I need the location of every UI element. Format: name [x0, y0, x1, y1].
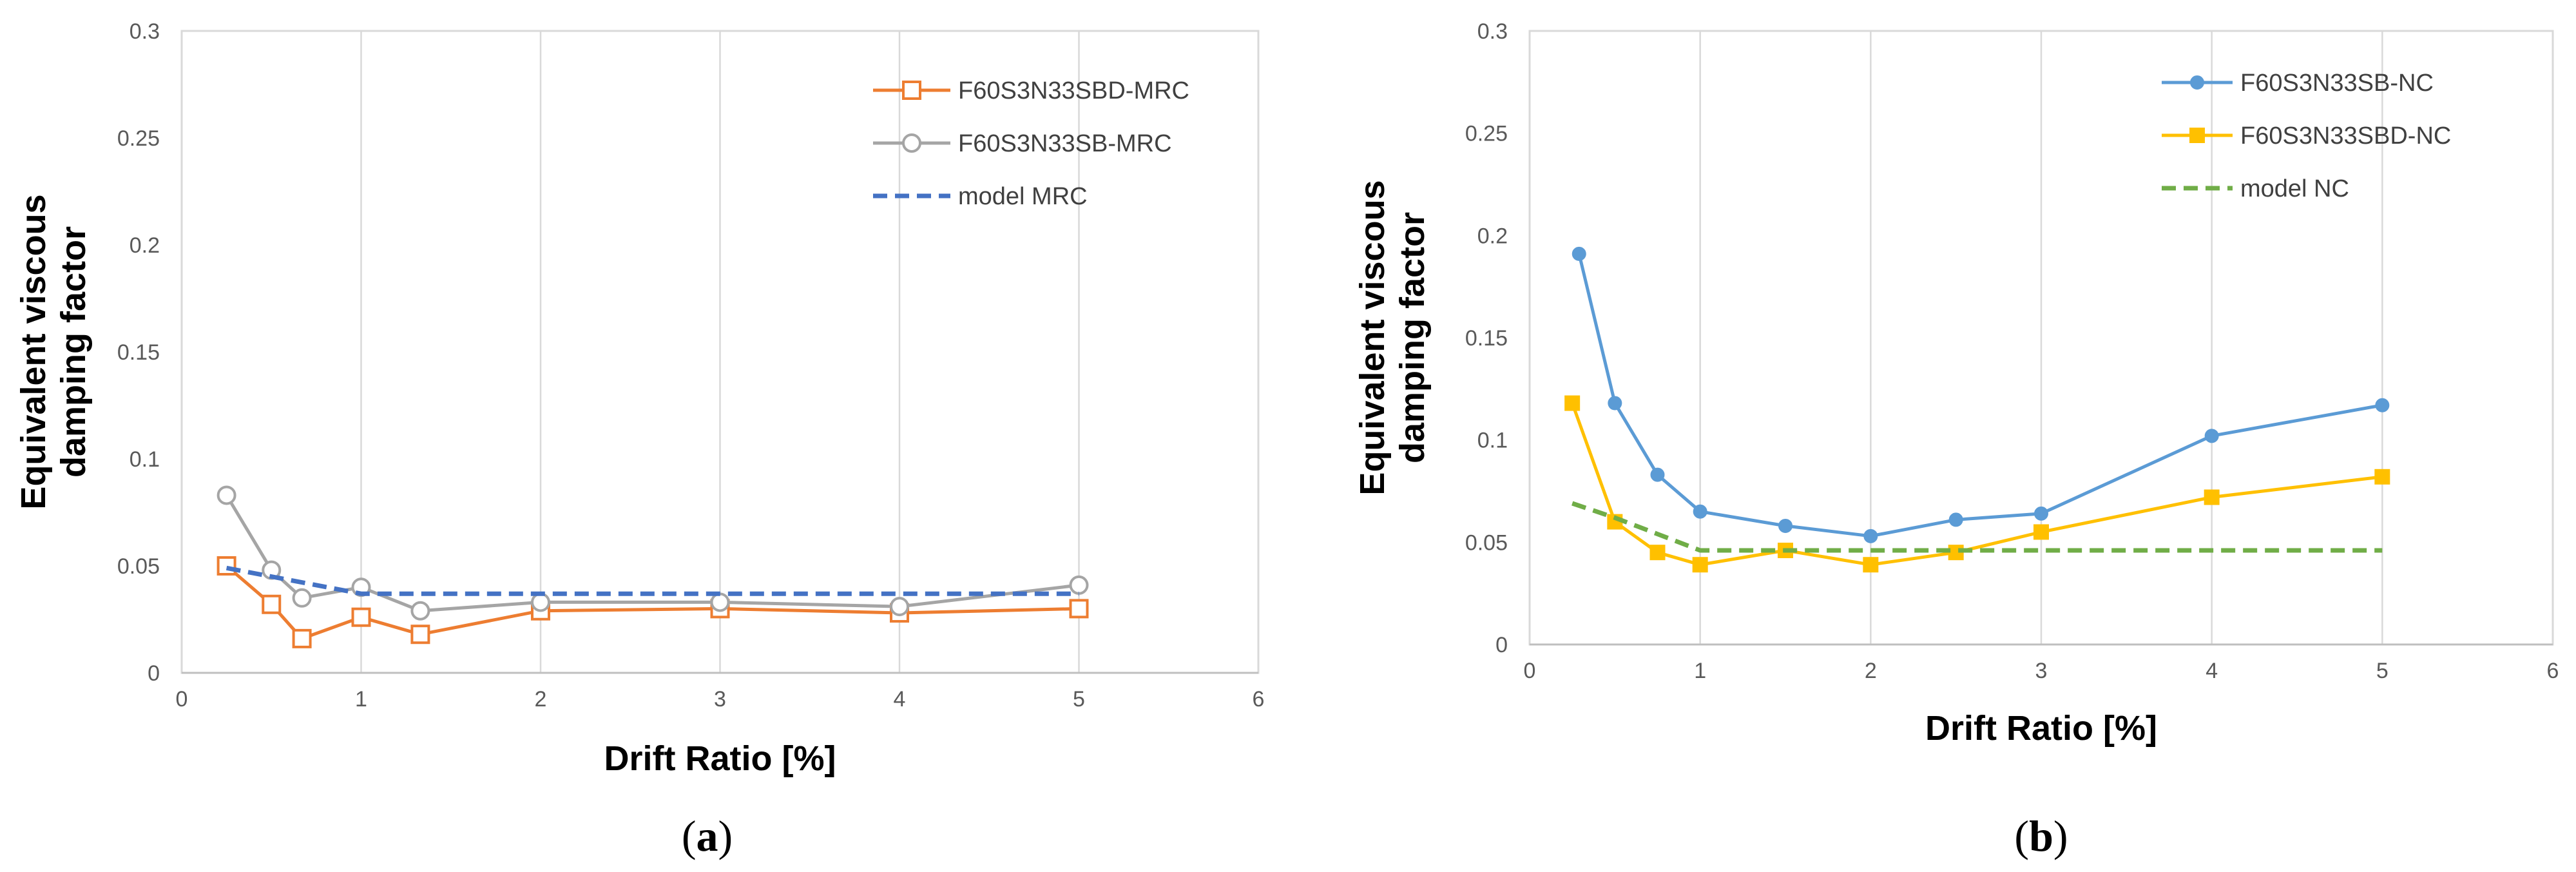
data-point-s0-2: [292, 628, 312, 648]
legend-marker-1: [902, 133, 921, 153]
x-tick-label: 4: [2206, 659, 2218, 683]
legend-label-2: model MRC: [958, 183, 1088, 210]
panel-label-letter: a: [697, 811, 718, 860]
y-tick-label: 0.25: [117, 126, 160, 151]
data-point-s0-8: [1069, 599, 1089, 619]
data-point-s0-5: [1863, 528, 1878, 543]
data-point-s0-4: [1778, 518, 1793, 533]
data-point-s0-8: [2204, 429, 2219, 443]
y-tick-label: 0.15: [1465, 326, 1508, 351]
x-tick-label: 0: [1524, 659, 1536, 683]
data-point-s1-0: [216, 485, 236, 505]
series-line-2: [1572, 501, 2383, 553]
x-tick-label: 3: [714, 687, 726, 712]
y-tick-label: 0.2: [1477, 224, 1508, 248]
y-tick-label: 0.05: [1465, 530, 1508, 555]
data-point-s0-1: [262, 594, 282, 614]
y-tick-label: 0.1: [130, 447, 160, 472]
panel-label-close-paren: ): [718, 811, 733, 860]
y-tick-label: 0.2: [130, 233, 160, 258]
series-line-0: [1577, 253, 2383, 538]
data-point-s1-3: [1692, 557, 1708, 573]
legend-label-2: model NC: [2240, 175, 2349, 202]
data-point-s0-4: [410, 625, 430, 644]
panel-label-open-paren: (: [682, 811, 697, 860]
data-point-s0-0: [1572, 246, 1586, 261]
legend-label-1: F60S3N33SB-MRC: [958, 130, 1172, 157]
x-tick-label: 3: [2035, 659, 2048, 683]
panel-label: (b): [2014, 811, 2068, 860]
data-point-s0-0: [216, 556, 236, 576]
y-axis-title: Equivalent viscousdamping factor: [14, 194, 93, 509]
data-point-s1-2: [1649, 545, 1666, 561]
series-line-1: [1570, 402, 2383, 567]
data-point-s1-0: [1564, 395, 1581, 411]
x-tick-label: 6: [2547, 659, 2559, 683]
data-point-s0-2: [1650, 467, 1665, 482]
y-tick-label: 0.3: [130, 19, 160, 44]
legend-label-0: F60S3N33SB-NC: [2240, 70, 2434, 97]
y-tick-label: 0.25: [1465, 122, 1508, 146]
legend-marker-0: [902, 81, 921, 100]
data-point-s1-7: [2033, 524, 2049, 540]
data-point-s0-3: [351, 607, 371, 627]
y-tick-label: 0: [148, 661, 160, 686]
data-point-s1-6: [710, 592, 730, 612]
panel-label-open-paren: (: [2014, 811, 2029, 860]
chart-panel-b: 0 1 2 3 4 5 6 0 0.05 0.1 0.15 0.2 0.25 0.3 Equivalent …: [1353, 19, 2559, 860]
data-point-s0-7: [2034, 506, 2048, 521]
x-tick-label: 5: [2376, 659, 2389, 683]
data-point-s1-5: [531, 592, 550, 612]
y-tick-label: 0.05: [117, 554, 160, 579]
legend-marker-1: [2189, 128, 2205, 143]
y-axis-title-line1: Equivalent viscous: [14, 194, 53, 509]
panel-label: (a): [682, 811, 733, 860]
x-axis-title: Drift Ratio [%]: [604, 739, 836, 778]
data-point-s1-2: [292, 588, 312, 608]
data-point-s1-8: [2204, 489, 2220, 505]
x-tick-label: 1: [355, 687, 367, 712]
y-axis-title-line2: damping factor: [54, 226, 93, 478]
data-point-s1-5: [1863, 557, 1879, 573]
data-point-s0-3: [1693, 504, 1707, 519]
chart-panel-a: 0 1 2 3 4 5 6 0 0.05 0.1 0.15 0.2 0.25 0.3 Equivalent …: [14, 19, 1264, 860]
x-tick-label: 5: [1073, 687, 1085, 712]
data-point-s0-6: [1948, 512, 1963, 527]
data-point-s1-7: [890, 597, 909, 617]
y-axis-title-line2: damping factor: [1393, 212, 1432, 463]
data-point-s0-1: [1608, 396, 1622, 411]
x-tick-label: 4: [894, 687, 906, 712]
x-axis-title: Drift Ratio [%]: [1925, 709, 2157, 748]
data-point-s1-8: [1069, 575, 1089, 595]
y-tick-label: 0.1: [1477, 429, 1508, 453]
legend-label-1: F60S3N33SBD-NC: [2240, 122, 2451, 150]
legend-label-0: F60S3N33SBD-MRC: [958, 77, 1189, 104]
y-tick-label: 0: [1495, 633, 1508, 657]
data-point-s1-9: [2374, 469, 2390, 485]
x-tick-label: 2: [1865, 659, 1877, 683]
y-axis-title: Equivalent viscousdamping factor: [1353, 180, 1432, 495]
legend-marker-0: [2190, 75, 2204, 90]
x-tick-label: 6: [1253, 687, 1265, 712]
y-tick-label: 0.3: [1477, 19, 1508, 44]
data-point-s0-9: [2375, 398, 2390, 412]
x-tick-label: 2: [535, 687, 547, 712]
y-tick-label: 0.15: [117, 340, 160, 365]
series-line-2: [226, 565, 1079, 596]
panel-label-letter: b: [2029, 811, 2053, 860]
data-point-s1-4: [410, 601, 430, 621]
x-tick-label: 0: [176, 687, 188, 712]
y-axis-title-line1: Equivalent viscous: [1353, 180, 1392, 495]
panel-label-close-paren: ): [2053, 811, 2068, 860]
x-tick-label: 1: [1694, 659, 1706, 683]
